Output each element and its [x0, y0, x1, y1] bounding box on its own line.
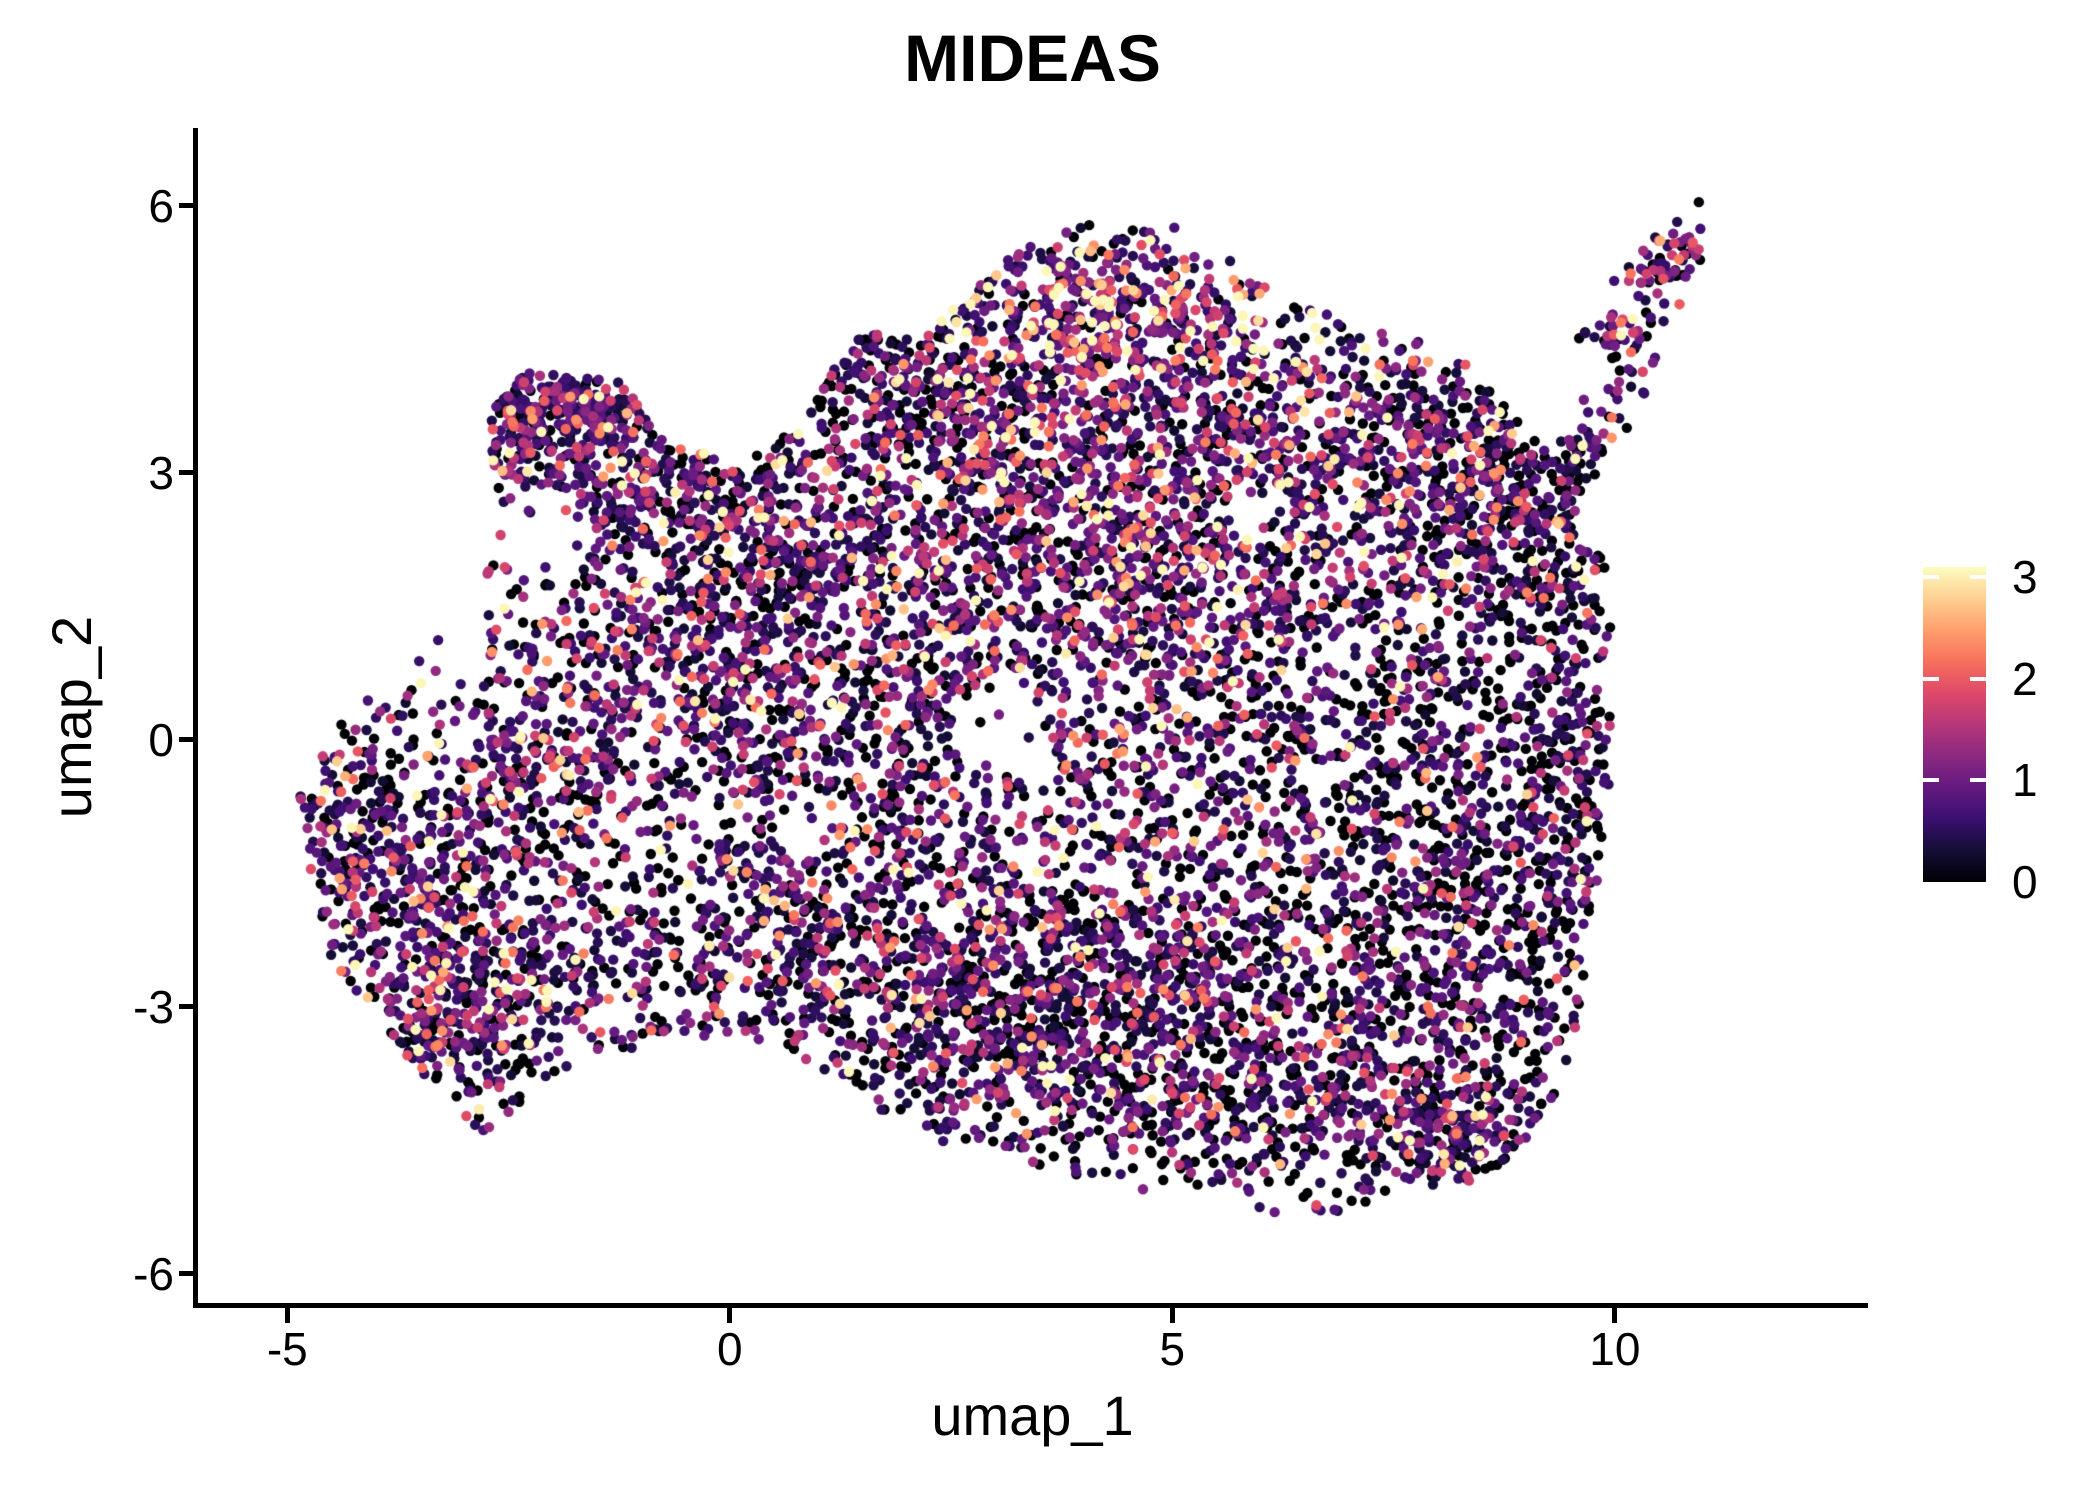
y-axis-title: umap_2	[40, 615, 103, 819]
x-tick-mark	[1169, 1308, 1175, 1323]
y-tick-label: 6	[148, 179, 174, 232]
x-axis-line	[193, 1303, 1868, 1308]
x-tick-label: 10	[1589, 1323, 1641, 1375]
colorbar-tick-label: 3	[2012, 551, 2038, 604]
y-tick-mark	[179, 470, 194, 476]
y-tick-label: -3	[133, 980, 174, 1033]
y-tick-mark	[179, 1004, 194, 1010]
y-tick-label: -6	[133, 1247, 174, 1300]
y-tick-mark	[179, 737, 194, 743]
x-tick-label: -5	[266, 1323, 308, 1375]
colorbar-tick-label: 1	[2012, 754, 2038, 807]
y-tick-label: 3	[148, 446, 174, 499]
y-tick-label: 0	[148, 713, 174, 766]
x-tick-mark	[1612, 1308, 1618, 1323]
x-axis-title: umap_1	[931, 1384, 1134, 1447]
y-tick-mark	[179, 1271, 194, 1277]
x-tick-label: 0	[717, 1323, 743, 1375]
colorbar-tick-mark	[1970, 778, 1986, 783]
x-tick-mark	[727, 1308, 733, 1323]
colorbar-tick-mark	[1923, 676, 1939, 681]
y-tick-mark	[179, 203, 194, 209]
colorbar-tick-mark	[1923, 778, 1939, 783]
y-axis-line	[193, 128, 198, 1308]
colorbar-tick-label: 2	[2012, 652, 2038, 705]
x-tick-mark	[284, 1308, 290, 1323]
plot-title: MIDEAS	[904, 21, 1161, 95]
colorbar-tick-mark	[1970, 676, 1986, 681]
colorbar-tick-mark	[1923, 575, 1939, 580]
colorbar-tick-mark	[1970, 575, 1986, 580]
colorbar-gradient	[1923, 567, 1986, 882]
colorbar-tick-label: 0	[2012, 856, 2038, 908]
x-tick-label: 5	[1159, 1323, 1186, 1375]
